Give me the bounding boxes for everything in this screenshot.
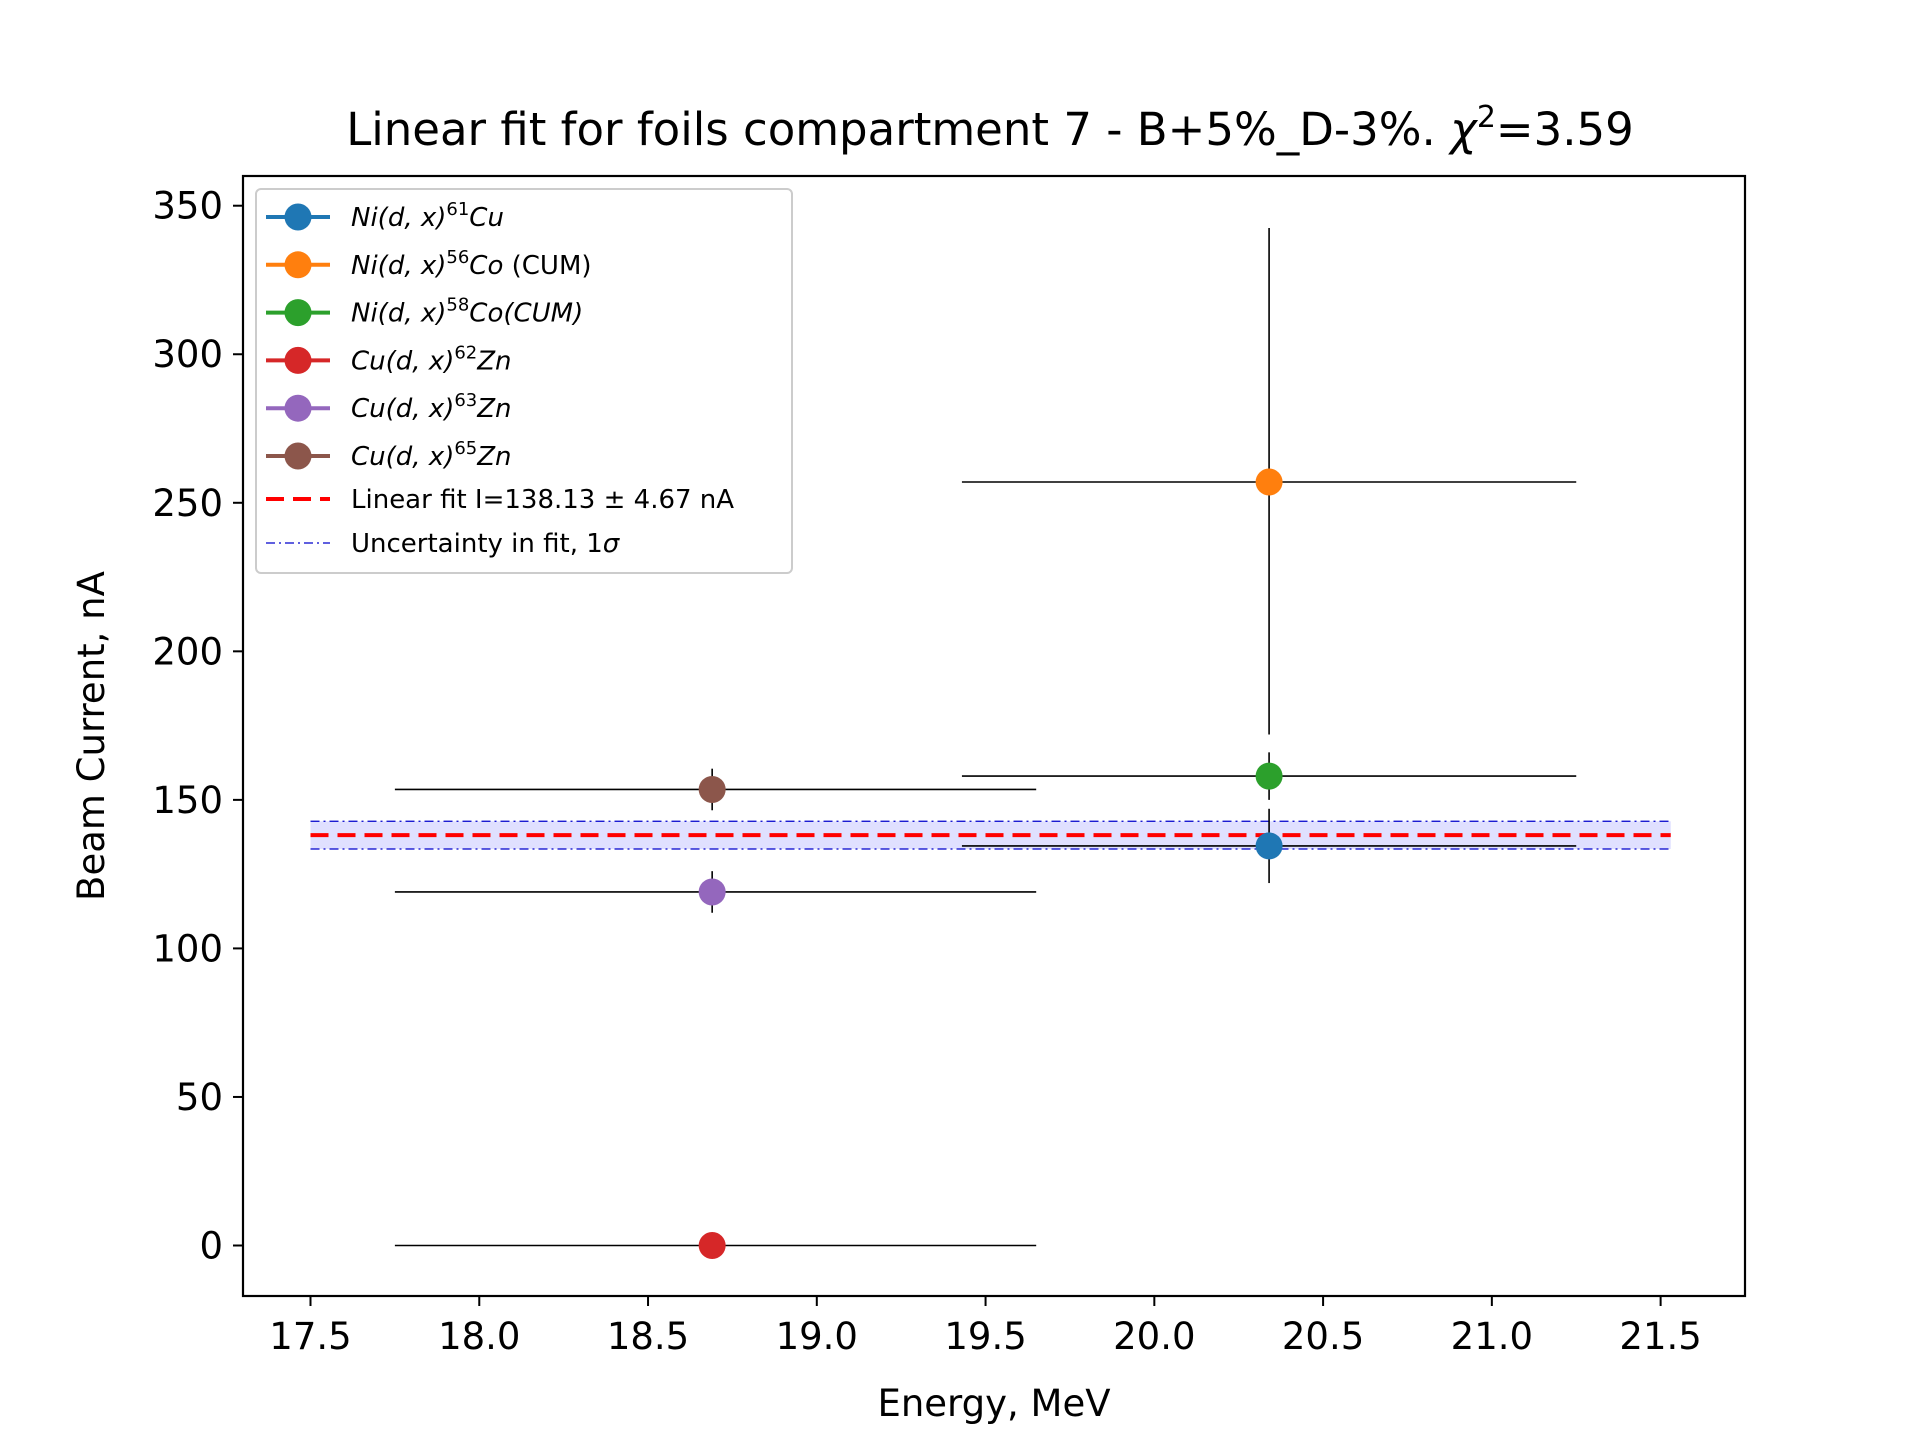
x-tick-label: 19.0 (776, 1315, 858, 1358)
series-3-point (698, 1231, 726, 1259)
x-tick-label: 21.0 (1451, 1315, 1533, 1358)
x-tick-label: 20.0 (1113, 1315, 1195, 1358)
series-1-point (1255, 468, 1283, 496)
legend-swatch-marker (284, 299, 312, 327)
legend-entry-label: Ni(d, x)56Co (CUM) (351, 247, 592, 281)
y-axis-label: Beam Current, nA (70, 571, 113, 901)
legend-swatch-marker (284, 203, 312, 231)
y-tick-label: 100 (152, 927, 223, 970)
legend-entry-label: Ni(d, x)58Co(CUM) (351, 295, 583, 329)
series-2-point (1255, 762, 1283, 790)
legend-swatch-marker (284, 346, 312, 374)
legend-band-label: Uncertainty in fit, 1σ (351, 529, 621, 559)
legend-fit-label: Linear fit I=138.13 ± 4.67 nA (351, 485, 734, 515)
series-5-point (698, 775, 726, 803)
x-axis-label: Energy, MeV (877, 1382, 1110, 1425)
legend-swatch-marker (284, 251, 312, 279)
series-0-point (1255, 832, 1283, 860)
legend-entry-label: Cu(d, x)62Zn (351, 342, 512, 376)
legend: Ni(d, x)61Cu Ni(d, x)56Co (CUM) Ni(d, x)58… (255, 188, 793, 574)
x-tick-label: 18.5 (607, 1315, 689, 1358)
series-4-point (698, 878, 726, 906)
legend-swatch-marker (284, 394, 312, 422)
legend-swatch-marker (284, 442, 312, 470)
y-tick-label: 300 (152, 333, 223, 376)
x-tick-label: 17.5 (269, 1315, 351, 1358)
y-axis-ticks: 0 50 100 150 200 250 300 350 (152, 185, 243, 1267)
x-tick-label: 19.5 (944, 1315, 1026, 1358)
x-tick-label: 20.5 (1282, 1315, 1364, 1358)
y-tick-label: 150 (152, 779, 223, 822)
y-tick-label: 50 (176, 1076, 223, 1119)
y-tick-label: 200 (152, 630, 223, 673)
x-tick-label: 21.5 (1619, 1315, 1701, 1358)
plot-frame (241, 174, 1747, 1298)
x-axis-ticks: 17.5 18.0 18.5 19.0 19.5 20.0 20.5 21.0 21.5 (269, 1296, 1702, 1358)
legend-box (255, 188, 793, 574)
plot-area (310, 227, 1671, 1259)
y-tick-label: 250 (152, 482, 223, 525)
legend-entry-label: Ni(d, x)61Cu (351, 199, 504, 233)
chart-title: Linear fit for foils compartment 7 - B+5… (346, 100, 1634, 156)
y-tick-label: 0 (199, 1224, 223, 1267)
y-tick-label: 350 (152, 185, 223, 228)
x-tick-label: 18.0 (438, 1315, 520, 1358)
legend-entry-label: Cu(d, x)65Zn (351, 438, 512, 472)
legend-entry-label: Cu(d, x)63Zn (351, 390, 512, 424)
